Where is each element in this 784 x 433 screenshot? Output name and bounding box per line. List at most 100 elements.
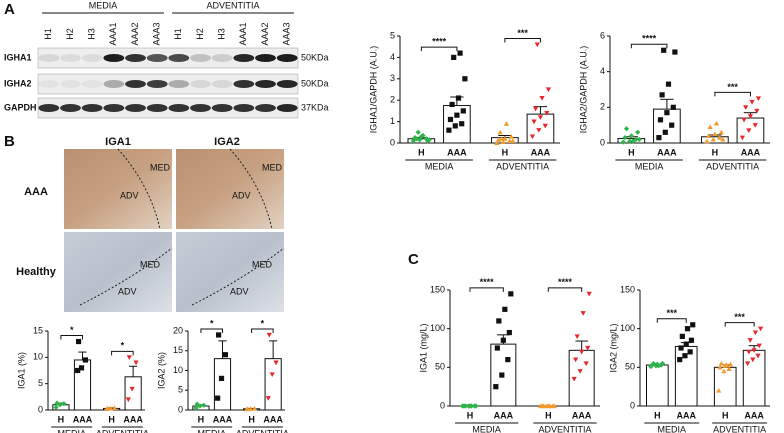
blot-band	[125, 54, 146, 62]
bar	[124, 376, 142, 411]
data-point	[494, 140, 500, 146]
significance-bracket	[714, 91, 751, 97]
bar	[736, 117, 765, 144]
group-label: MEDIA	[658, 424, 687, 433]
data-point	[720, 136, 726, 142]
data-point	[571, 376, 577, 382]
data-point	[534, 42, 540, 48]
data-point	[468, 403, 475, 409]
blot-row-label: GAPDH	[4, 102, 37, 112]
y-tick-label: 0	[630, 400, 635, 410]
data-point	[125, 397, 131, 403]
data-point	[423, 136, 429, 142]
data-point	[76, 338, 82, 345]
data-point	[623, 126, 630, 132]
data-point	[412, 135, 418, 141]
data-point	[659, 92, 665, 98]
y-tick-label: 10	[33, 352, 43, 362]
group-label: ADVENTITIA	[713, 424, 766, 433]
data-point	[670, 104, 676, 110]
data-point	[745, 361, 751, 367]
blot-band	[233, 54, 255, 62]
data-point	[679, 333, 685, 339]
data-point	[573, 357, 579, 363]
y-tick-label: 15	[33, 325, 43, 335]
y-tick-label: 0	[600, 137, 605, 147]
blot-band	[276, 104, 298, 112]
blot-group: ADVENTITIA	[206, 0, 259, 10]
data-point	[662, 129, 668, 135]
significance-label: *	[210, 318, 214, 328]
data-point	[454, 112, 460, 118]
x-tick-label: AAA	[263, 414, 283, 424]
data-point	[536, 128, 542, 133]
y-tick-label: 150	[620, 284, 635, 294]
panel-letter: C	[408, 251, 419, 268]
data-point	[746, 349, 752, 355]
data-point	[585, 345, 591, 351]
data-point	[539, 95, 545, 101]
x-tick-label: H	[722, 410, 729, 420]
bar-chart: 0 50 100 150 IGA2 (mg/L) H AAA H AAA MEDIA *** ADVE…	[608, 284, 770, 433]
x-tick-label: AAA	[657, 147, 677, 157]
region-label: MED	[262, 162, 283, 172]
data-point	[688, 337, 695, 343]
data-point	[672, 49, 678, 55]
blot-band	[81, 80, 103, 88]
data-point	[707, 124, 713, 130]
data-point	[129, 386, 135, 392]
data-point	[669, 122, 675, 128]
data-point	[251, 405, 258, 411]
group-label: MEDIA	[472, 424, 501, 433]
bar-chart: 0 5 10 15 20 IGA2 (%) H AAA H AAA MEDIA * ADVENTITIA…	[156, 318, 288, 433]
data-point	[452, 123, 458, 129]
histology-images	[64, 148, 285, 312]
y-axis-label: IGA2 (%)	[156, 352, 166, 389]
data-point	[717, 135, 723, 140]
data-point	[420, 132, 426, 139]
data-point	[687, 349, 693, 355]
data-point	[245, 406, 251, 411]
y-tick-label: 150	[430, 284, 445, 294]
group-label: MEDIA	[57, 428, 86, 433]
y-axis-label: IGA1 (%)	[16, 352, 26, 389]
data-point	[721, 368, 727, 374]
lane-label: AAA1	[108, 22, 118, 45]
group-label: ADVENTITIA	[496, 161, 549, 171]
data-point	[756, 343, 762, 349]
y-axis-label: IGA1 (mg/L)	[418, 323, 428, 372]
data-point	[531, 119, 537, 125]
region-label: MED	[140, 259, 161, 269]
blot-band	[233, 104, 255, 112]
blot-strip	[37, 73, 299, 95]
data-point	[622, 135, 628, 141]
data-point	[682, 353, 688, 359]
blot-band	[81, 54, 103, 62]
blot-band	[255, 54, 276, 62]
y-tick-label: 0	[38, 404, 43, 414]
x-tick-label: H	[198, 414, 205, 424]
data-point	[583, 361, 589, 367]
y-tick-label: 0	[390, 137, 395, 147]
data-point	[739, 135, 746, 141]
x-tick-label: AAA	[213, 414, 233, 424]
x-tick-label: AAA	[73, 414, 93, 424]
data-point	[712, 131, 718, 137]
significance-label: *	[261, 318, 265, 328]
x-tick-label: AAA	[123, 414, 143, 424]
data-point	[541, 403, 547, 409]
data-point	[751, 348, 757, 353]
data-point	[493, 384, 499, 390]
blot-band	[168, 104, 190, 112]
bar	[568, 349, 595, 407]
data-point	[533, 106, 539, 112]
blot-band	[103, 54, 125, 62]
data-point	[502, 306, 508, 312]
data-point	[716, 387, 722, 393]
data-point	[447, 116, 454, 123]
y-tick-label: 4	[390, 52, 395, 62]
lane-label: H2	[195, 28, 205, 40]
blot-band	[190, 54, 211, 62]
y-axis-label: IGHA2/GAPDH (A.U.)	[578, 46, 588, 134]
blot-band	[60, 104, 81, 112]
